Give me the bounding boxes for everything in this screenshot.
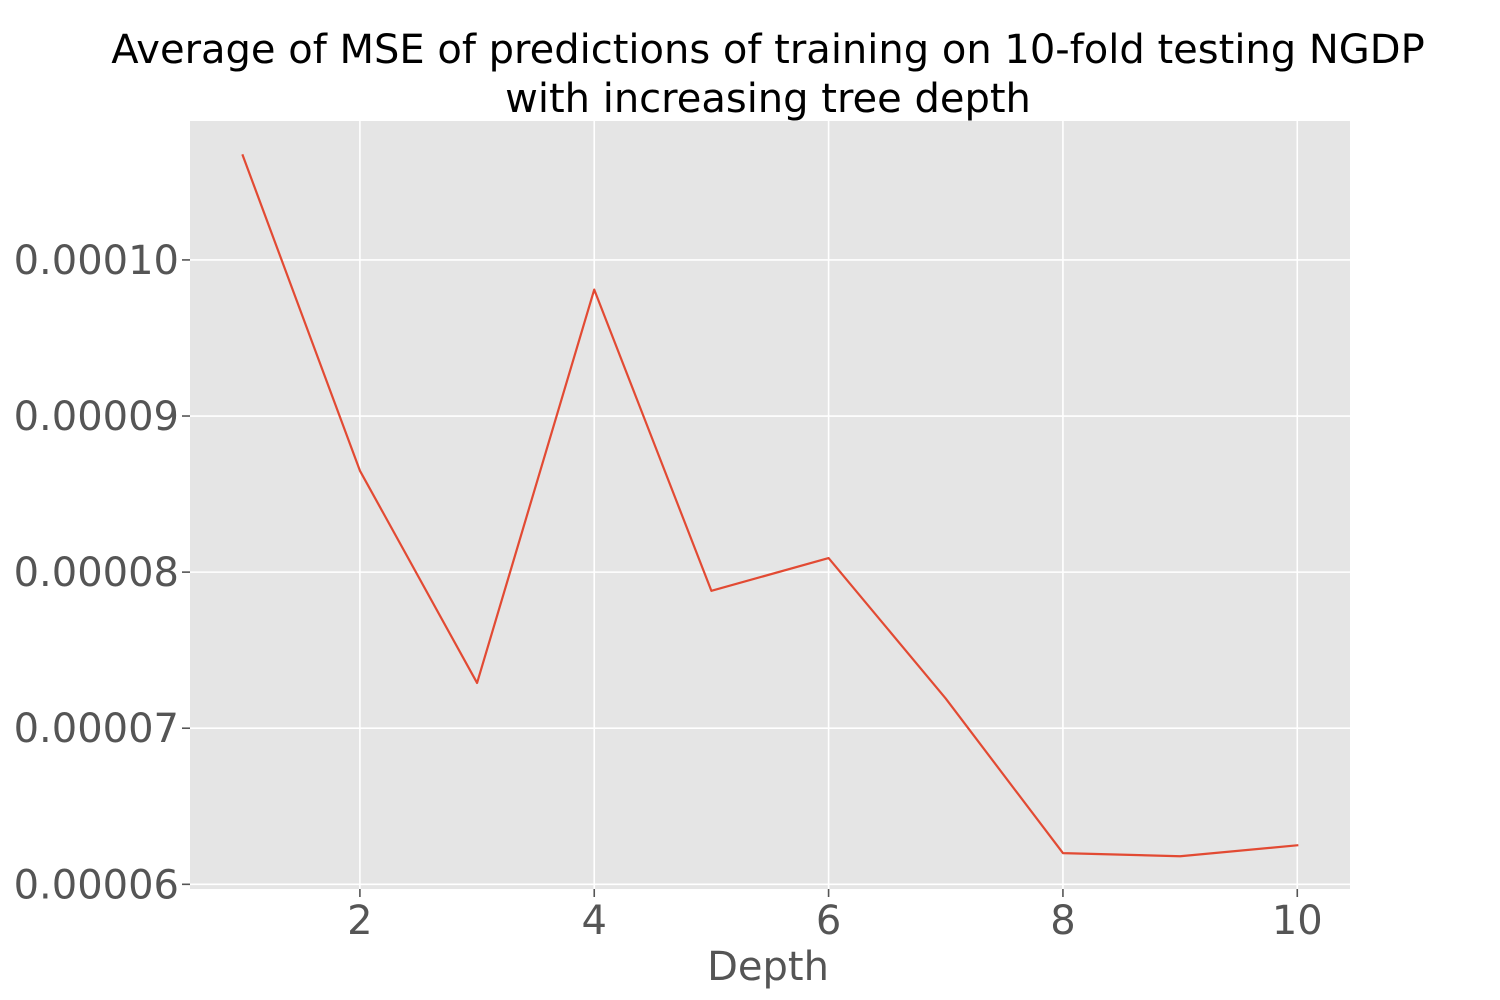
y-tick-label: 0.00007 xyxy=(14,706,179,752)
series-line xyxy=(241,153,1299,858)
chart-title-line-2: with increasing tree depth xyxy=(505,76,1031,122)
x-axis-ticks: 2 4 6 8 10 xyxy=(347,889,1323,944)
x-tick-label: 2 xyxy=(347,898,372,944)
y-tick-label: 0.00009 xyxy=(14,394,179,440)
x-tick-label: 6 xyxy=(816,898,841,944)
plot-area xyxy=(190,121,1350,889)
y-tick-label: 0.00008 xyxy=(14,550,179,596)
series-layer xyxy=(241,153,1299,858)
x-tick-label: 4 xyxy=(582,898,607,944)
y-axis-ticks: 0.00006 0.00007 0.00008 0.00009 0.00010 xyxy=(14,238,190,908)
y-tick-label: 0.00006 xyxy=(14,862,179,908)
chart-title-line-1: Average of MSE of predictions of trainin… xyxy=(111,27,1424,73)
grid xyxy=(190,121,1350,889)
x-axis-label: Depth xyxy=(707,944,829,990)
x-tick-label: 10 xyxy=(1272,898,1323,944)
x-tick-label: 8 xyxy=(1050,898,1075,944)
y-tick-label: 0.00010 xyxy=(14,238,179,284)
